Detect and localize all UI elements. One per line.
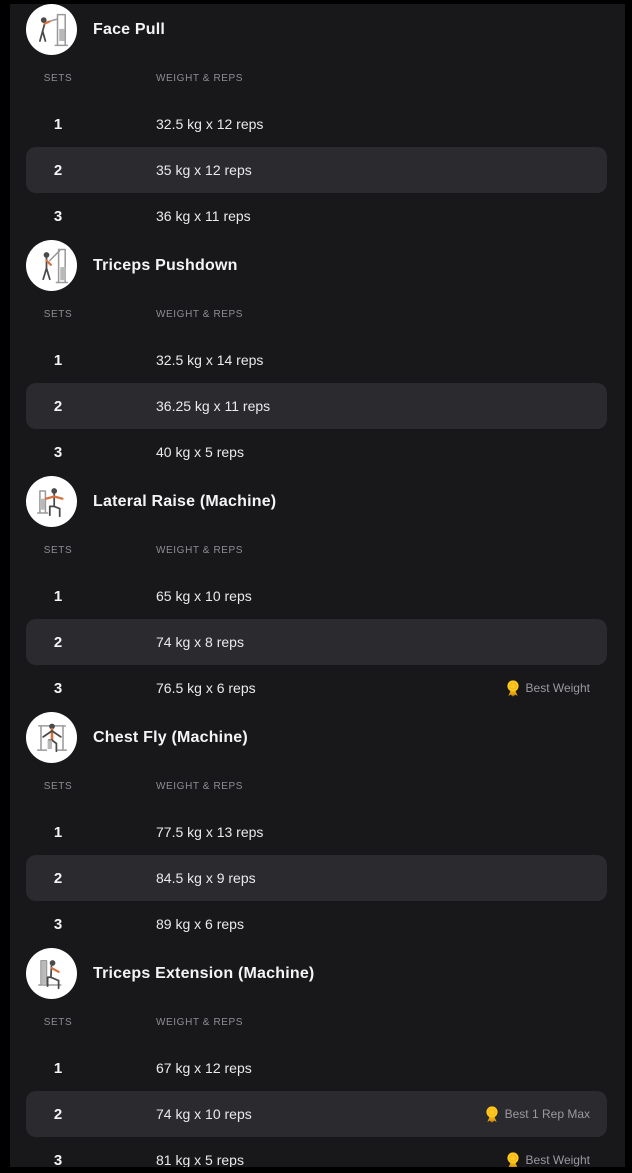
weight-reps-value: 81 kg x 5 reps: [156, 1152, 244, 1167]
set-number: 1: [53, 115, 63, 133]
table-header-row: SETS WEIGHT & REPS: [10, 306, 625, 322]
sets-column-header: SETS: [43, 780, 73, 792]
medal-icon: [506, 679, 519, 697]
exercise-header[interactable]: Chest Fly (Machine): [10, 712, 625, 763]
weight-reps-value: 74 kg x 10 reps: [156, 1106, 252, 1122]
exercise-header[interactable]: Triceps Pushdown: [10, 240, 625, 291]
record-badge-label: Best Weight: [525, 1153, 590, 1167]
chest-fly-machine-icon: [26, 712, 77, 763]
table-header-row: SETS WEIGHT & REPS: [10, 778, 625, 794]
exercise-header[interactable]: Triceps Extension (Machine): [10, 948, 625, 999]
set-row[interactable]: 3 40 kg x 5 reps: [26, 429, 607, 475]
record-badge: Best 1 Rep Max: [485, 1105, 590, 1123]
table-header-row: SETS WEIGHT & REPS: [10, 542, 625, 558]
set-row[interactable]: 1 65 kg x 10 reps: [26, 573, 607, 619]
set-row[interactable]: 2 84.5 kg x 9 reps: [26, 855, 607, 901]
set-row[interactable]: 3 76.5 kg x 6 reps Best Weight: [26, 665, 607, 711]
weight-reps-column-header: WEIGHT & REPS: [156, 780, 244, 792]
table-header-row: SETS WEIGHT & REPS: [10, 1014, 625, 1030]
weight-reps-column-header: WEIGHT & REPS: [156, 1016, 244, 1028]
record-badge-label: Best Weight: [525, 681, 590, 695]
weight-reps-column-header: WEIGHT & REPS: [156, 544, 244, 556]
weight-reps-value: 36 kg x 11 reps: [156, 208, 251, 224]
table-header-row: SETS WEIGHT & REPS: [10, 70, 625, 86]
exercise-section: Chest Fly (Machine) SETS WEIGHT & REPS 1…: [10, 712, 625, 948]
weight-reps-value: 74 kg x 8 reps: [156, 634, 244, 650]
set-row[interactable]: 1 32.5 kg x 12 reps: [26, 101, 607, 147]
workout-exercise-log: Face Pull SETS WEIGHT & REPS 1 32.5 kg x…: [10, 4, 625, 1167]
set-rows: 1 77.5 kg x 13 reps 2 84.5 kg x 9 reps 3…: [10, 809, 625, 947]
weight-reps-value: 77.5 kg x 13 reps: [156, 824, 264, 840]
set-row[interactable]: 3 81 kg x 5 reps Best Weight: [26, 1137, 607, 1167]
weight-reps-value: 32.5 kg x 12 reps: [156, 116, 264, 132]
set-number: 2: [53, 1105, 63, 1123]
exercise-header[interactable]: Lateral Raise (Machine): [10, 476, 625, 527]
set-number: 2: [53, 397, 63, 415]
weight-reps-value: 76.5 kg x 6 reps: [156, 680, 256, 696]
weight-reps-value: 32.5 kg x 14 reps: [156, 352, 264, 368]
set-number: 1: [53, 1059, 63, 1077]
set-row[interactable]: 2 35 kg x 12 reps: [26, 147, 607, 193]
weight-reps-column-header: WEIGHT & REPS: [156, 72, 244, 84]
sets-column-header: SETS: [43, 1016, 73, 1028]
set-number: 3: [53, 443, 63, 461]
set-row[interactable]: 3 89 kg x 6 reps: [26, 901, 607, 947]
exercise-title: Triceps Pushdown: [93, 256, 238, 274]
exercise-title: Triceps Extension (Machine): [93, 964, 315, 982]
set-number: 1: [53, 351, 63, 369]
record-badge: Best Weight: [506, 679, 590, 697]
set-number: 3: [53, 207, 63, 225]
triceps-extension-machine-icon: [26, 948, 77, 999]
weight-reps-value: 65 kg x 10 reps: [156, 588, 252, 604]
set-number: 2: [53, 633, 63, 651]
medal-icon: [506, 1151, 519, 1167]
set-row[interactable]: 2 74 kg x 10 reps Best 1 Rep Max: [26, 1091, 607, 1137]
set-number: 3: [53, 679, 63, 697]
set-row[interactable]: 1 67 kg x 12 reps: [26, 1045, 607, 1091]
exercise-section: Triceps Extension (Machine) SETS WEIGHT …: [10, 948, 625, 1167]
exercise-section: Lateral Raise (Machine) SETS WEIGHT & RE…: [10, 476, 625, 712]
weight-reps-value: 36.25 kg x 11 reps: [156, 398, 271, 414]
sets-column-header: SETS: [43, 72, 73, 84]
record-badge: Best Weight: [506, 1151, 590, 1167]
face-pull-machine-icon: [26, 4, 77, 55]
triceps-pushdown-machine-icon: [26, 240, 77, 291]
set-number: 1: [53, 823, 63, 841]
sets-column-header: SETS: [43, 308, 73, 320]
exercise-header[interactable]: Face Pull: [10, 4, 625, 55]
set-rows: 1 32.5 kg x 12 reps 2 35 kg x 12 reps 3 …: [10, 101, 625, 239]
lateral-raise-machine-icon: [26, 476, 77, 527]
set-number: 2: [53, 161, 63, 179]
exercise-section: Face Pull SETS WEIGHT & REPS 1 32.5 kg x…: [10, 4, 625, 240]
set-row[interactable]: 2 74 kg x 8 reps: [26, 619, 607, 665]
set-number: 1: [53, 587, 63, 605]
set-number: 3: [53, 1151, 63, 1168]
exercise-section: Triceps Pushdown SETS WEIGHT & REPS 1 32…: [10, 240, 625, 476]
set-row[interactable]: 3 36 kg x 11 reps: [26, 193, 607, 239]
exercise-title: Face Pull: [93, 20, 166, 38]
weight-reps-value: 84.5 kg x 9 reps: [156, 870, 256, 886]
set-number: 3: [53, 915, 63, 933]
weight-reps-column-header: WEIGHT & REPS: [156, 308, 244, 320]
medal-icon: [486, 1105, 498, 1123]
weight-reps-value: 35 kg x 12 reps: [156, 162, 252, 178]
set-rows: 1 65 kg x 10 reps 2 74 kg x 8 reps 3 76.…: [10, 573, 625, 711]
set-rows: 1 67 kg x 12 reps 2 74 kg x 10 reps Best…: [10, 1045, 625, 1167]
weight-reps-value: 89 kg x 6 reps: [156, 916, 244, 932]
weight-reps-value: 67 kg x 12 reps: [156, 1060, 252, 1076]
set-number: 2: [53, 869, 63, 887]
weight-reps-value: 40 kg x 5 reps: [156, 444, 244, 460]
exercise-title: Lateral Raise (Machine): [93, 492, 277, 510]
set-row[interactable]: 1 32.5 kg x 14 reps: [26, 337, 607, 383]
exercise-title: Chest Fly (Machine): [93, 728, 248, 746]
set-rows: 1 32.5 kg x 14 reps 2 36.25 kg x 11 reps…: [10, 337, 625, 475]
sets-column-header: SETS: [43, 544, 73, 556]
set-row[interactable]: 1 77.5 kg x 13 reps: [26, 809, 607, 855]
set-row[interactable]: 2 36.25 kg x 11 reps: [26, 383, 607, 429]
record-badge-label: Best 1 Rep Max: [504, 1107, 590, 1121]
